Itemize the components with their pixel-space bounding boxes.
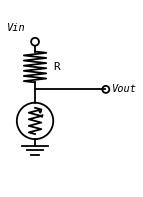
Text: Vin: Vin	[7, 23, 26, 33]
Text: Vout: Vout	[112, 84, 137, 94]
Text: R: R	[53, 62, 60, 72]
